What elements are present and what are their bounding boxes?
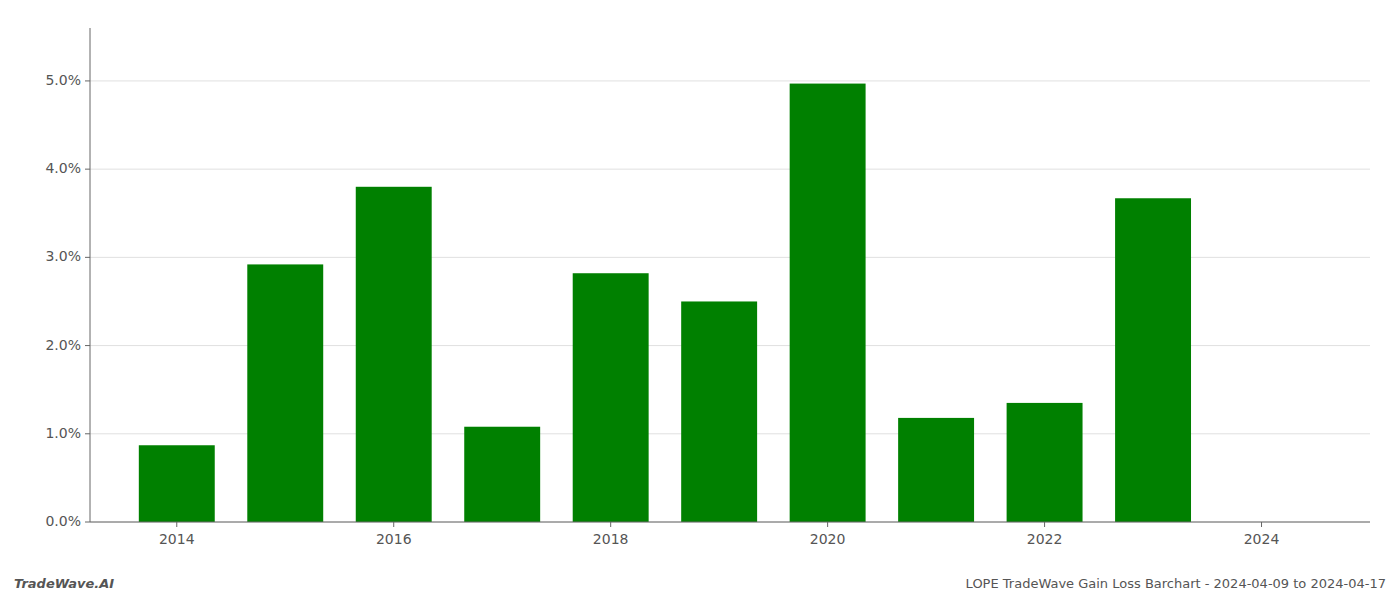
chart-note: LOPE TradeWave Gain Loss Barchart - 2024…: [966, 576, 1386, 591]
grid: [90, 81, 1370, 522]
bar: [573, 273, 649, 522]
x-tick: [393, 522, 394, 527]
x-tick-label: 2022: [1027, 531, 1063, 547]
y-tick-label: 0.0%: [45, 513, 81, 529]
bar: [681, 301, 757, 522]
bar: [1115, 198, 1191, 522]
x-axis-line: [90, 522, 1370, 523]
x-tick-label: 2016: [376, 531, 412, 547]
bar: [1007, 403, 1083, 522]
x-tick: [1261, 522, 1262, 527]
y-tick: [85, 169, 90, 170]
y-tick-label: 5.0%: [45, 72, 81, 88]
x-tick-label: 2018: [593, 531, 629, 547]
annotations: TradeWave.AI LOPE TradeWave Gain Loss Bar…: [14, 576, 1386, 591]
y-tick-label: 4.0%: [45, 160, 81, 176]
chart: 0.0% 1.0% 2.0% 3.0% 4.0% 5.0% 2014 2016 2018 2020…: [0, 0, 1400, 600]
grid-line: [90, 169, 1370, 170]
brand-note: TradeWave.AI: [14, 576, 114, 591]
y-tick: [85, 522, 90, 523]
axes: 0.0% 1.0% 2.0% 3.0% 4.0% 5.0% 2014 2016 2018 2020…: [45, 28, 1370, 547]
x-tick-label: 2014: [159, 531, 195, 547]
bar: [356, 187, 432, 522]
chart-container: 0.0% 1.0% 2.0% 3.0% 4.0% 5.0% 2014 2016 2018 2020…: [0, 0, 1400, 600]
bar: [139, 445, 215, 522]
bar: [790, 84, 866, 522]
y-axis-line: [90, 28, 91, 522]
y-tick: [85, 345, 90, 346]
bar: [898, 418, 974, 522]
y-tick: [85, 80, 90, 81]
bars: [139, 84, 1191, 522]
bar: [247, 264, 323, 522]
x-tick-label: 2020: [810, 531, 846, 547]
x-tick: [176, 522, 177, 527]
y-tick-label: 1.0%: [45, 425, 81, 441]
y-tick: [85, 433, 90, 434]
bar: [464, 427, 540, 522]
x-tick-label: 2024: [1244, 531, 1280, 547]
x-tick: [827, 522, 828, 527]
x-tick: [610, 522, 611, 527]
y-tick-label: 3.0%: [45, 248, 81, 264]
grid-line: [90, 522, 1370, 523]
x-tick: [1044, 522, 1045, 527]
y-tick-label: 2.0%: [45, 337, 81, 353]
grid-line: [90, 80, 1370, 81]
background: [0, 0, 1400, 600]
y-tick: [85, 257, 90, 258]
